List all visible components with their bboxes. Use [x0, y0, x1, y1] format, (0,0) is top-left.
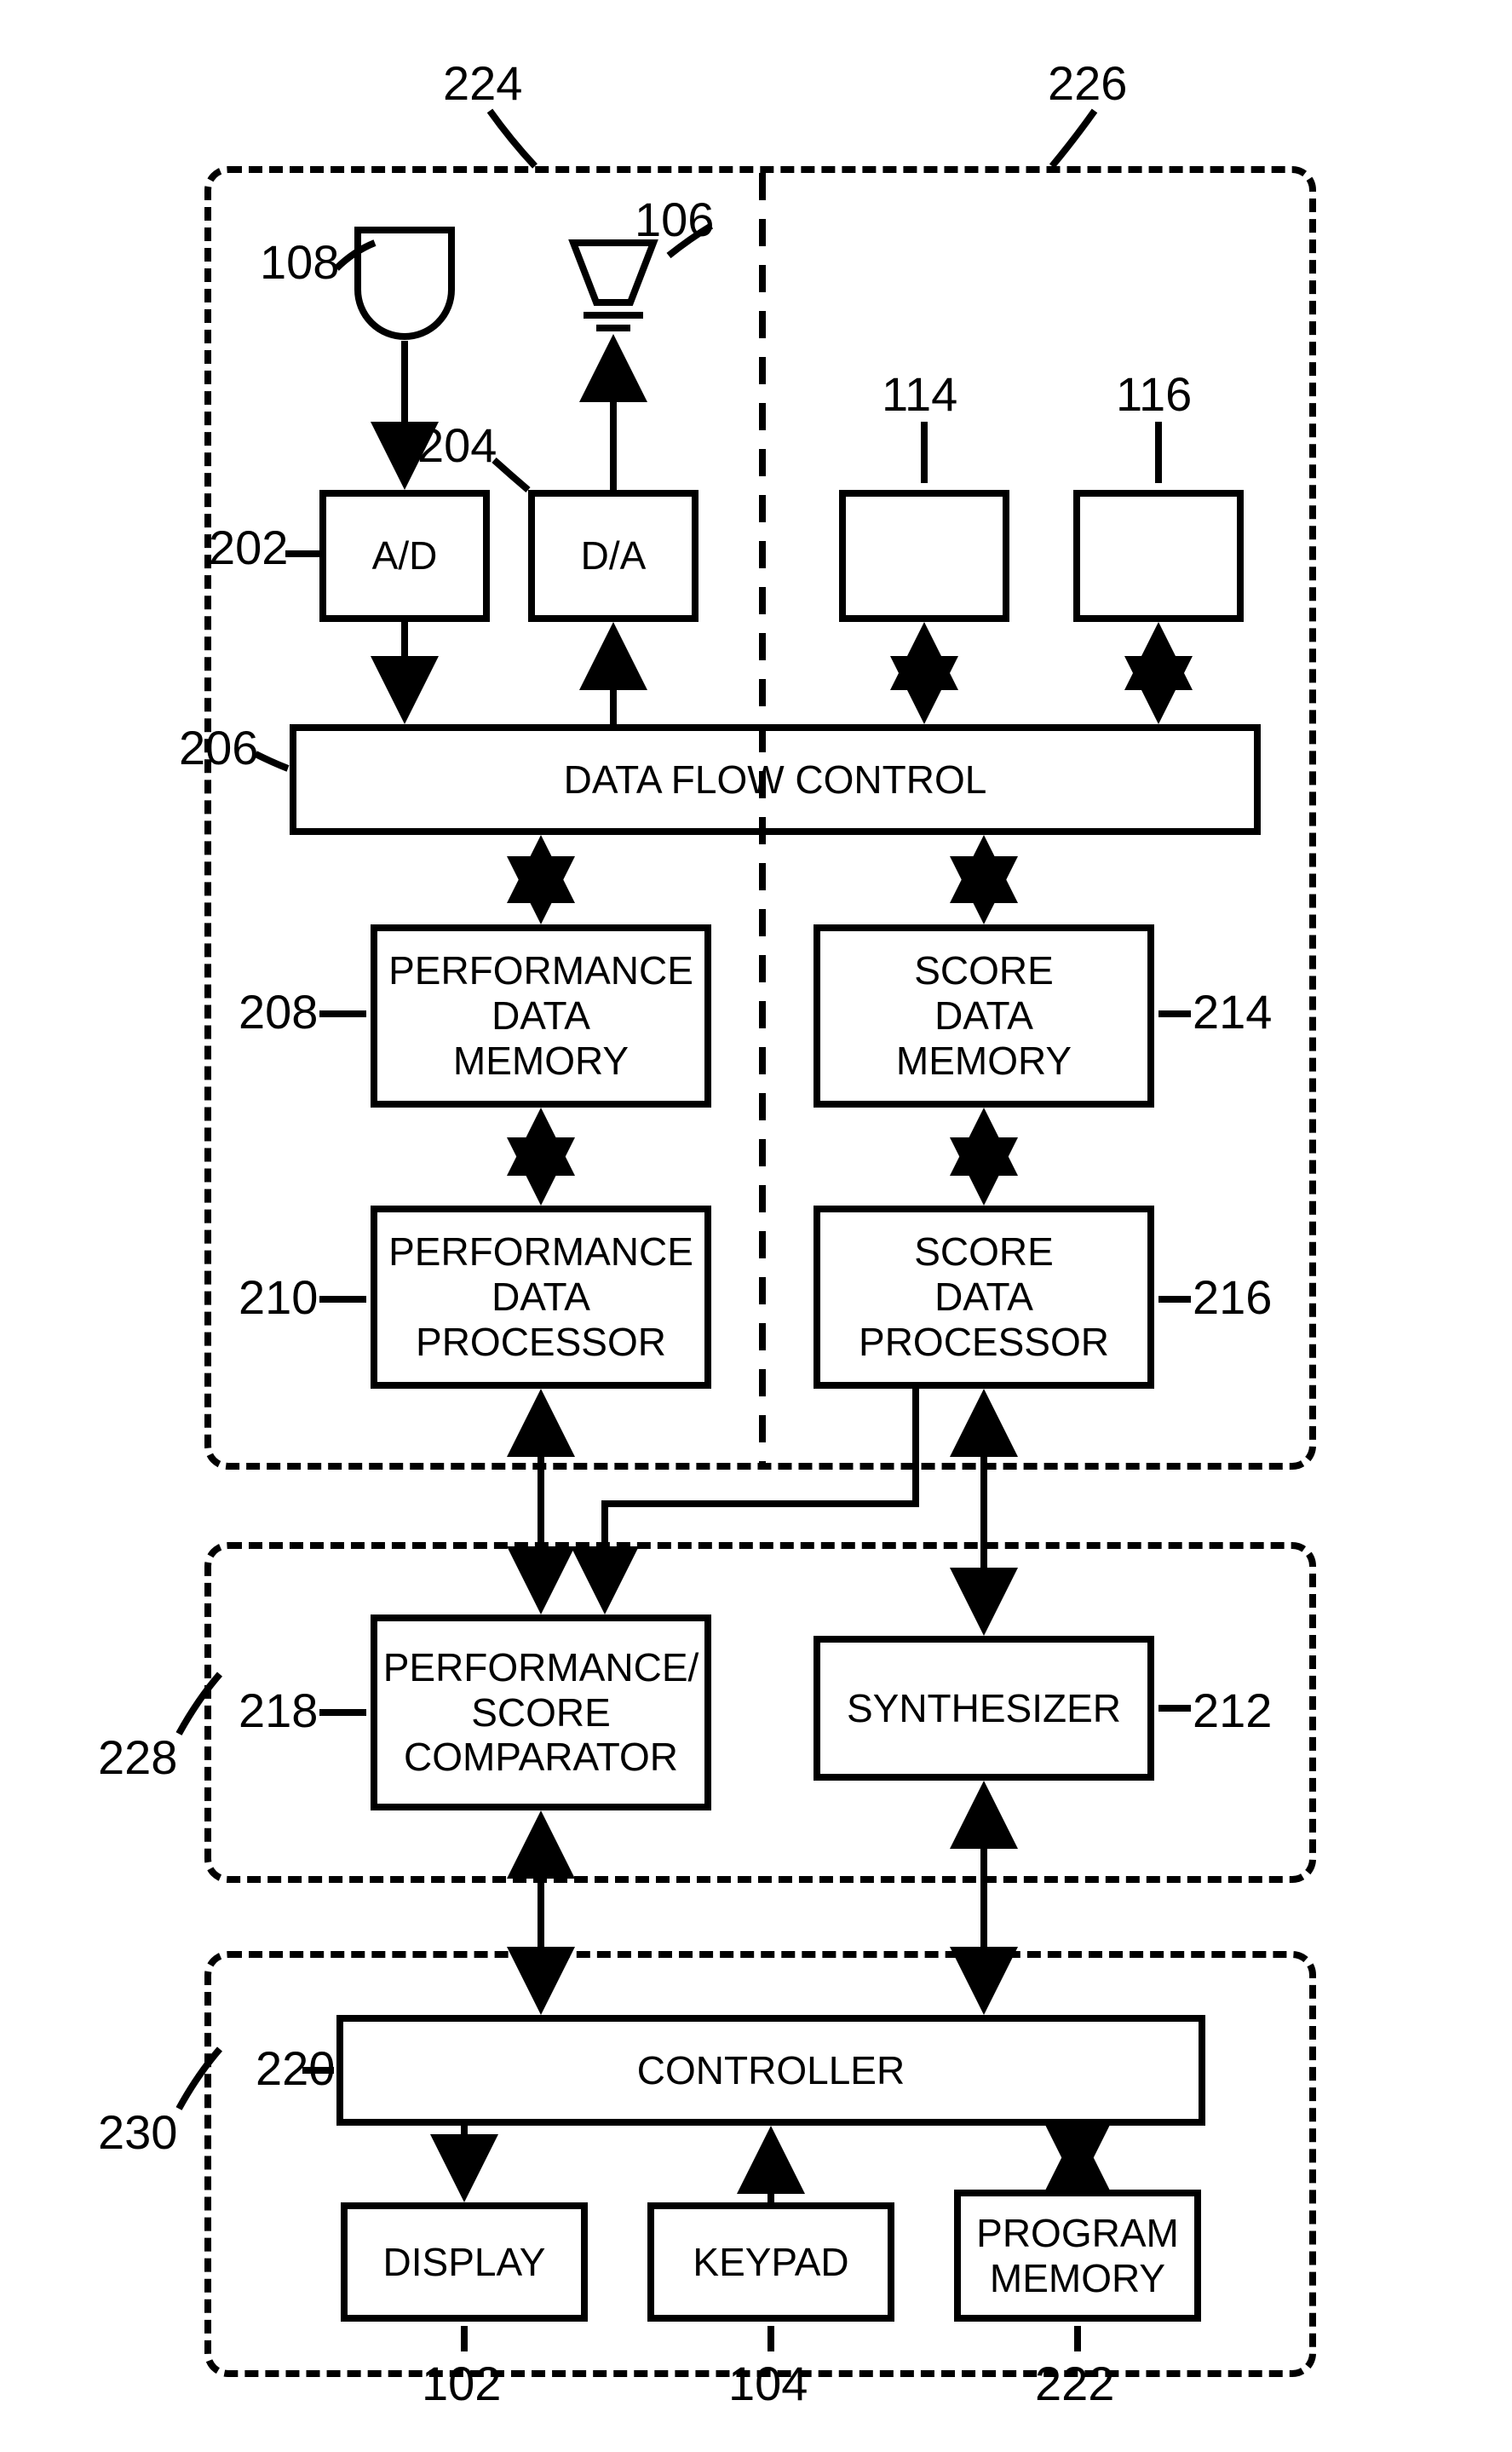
label-226: 226	[1048, 55, 1127, 111]
box-controller: CONTROLLER	[336, 2015, 1205, 2126]
box-display: DISPLAY	[341, 2202, 588, 2322]
box-116	[1073, 490, 1244, 622]
ref-114: 114	[882, 366, 957, 422]
box-psc-label: PERFORMANCE/ SCORE COMPARATOR	[383, 1645, 699, 1781]
box-da-label: D/A	[581, 533, 647, 578]
ref-208: 208	[239, 984, 318, 1039]
label-230: 230	[98, 2104, 177, 2160]
label-224: 224	[443, 55, 522, 111]
box-pmem-label: PROGRAM MEMORY	[976, 2211, 1179, 2301]
ref-104: 104	[728, 2356, 808, 2411]
box-score-data-processor: SCORE DATA PROCESSOR	[813, 1206, 1154, 1389]
box-key-label: KEYPAD	[693, 2240, 848, 2285]
ref-116: 116	[1116, 366, 1192, 422]
ref-210: 210	[239, 1269, 318, 1325]
box-sdm-label: SCORE DATA MEMORY	[896, 948, 1072, 1084]
ref-220: 220	[256, 2040, 335, 2096]
box-program-memory: PROGRAM MEMORY	[954, 2190, 1201, 2322]
ref-204: 204	[417, 417, 497, 473]
box-da: D/A	[528, 490, 699, 622]
box-114	[839, 490, 1009, 622]
ref-218: 218	[239, 1683, 318, 1738]
ref-222: 222	[1035, 2356, 1114, 2411]
ref-202: 202	[209, 520, 288, 575]
box-pdm-label: PERFORMANCE DATA MEMORY	[388, 948, 693, 1084]
box-synthesizer: SYNTHESIZER	[813, 1636, 1154, 1781]
box-ad-label: A/D	[372, 533, 438, 578]
box-syn-label: SYNTHESIZER	[847, 1686, 1121, 1731]
box-performance-score-comparator: PERFORMANCE/ SCORE COMPARATOR	[371, 1615, 711, 1810]
box-keypad: KEYPAD	[647, 2202, 894, 2322]
ref-102: 102	[422, 2356, 501, 2411]
box-performance-data-memory: PERFORMANCE DATA MEMORY	[371, 924, 711, 1108]
label-228: 228	[98, 1730, 177, 1785]
box-score-data-memory: SCORE DATA MEMORY	[813, 924, 1154, 1108]
box-pdp-label: PERFORMANCE DATA PROCESSOR	[388, 1229, 693, 1365]
ref-214: 214	[1193, 984, 1272, 1039]
box-dfc-label: DATA FLOW CONTROL	[564, 757, 987, 803]
box-data-flow-control: DATA FLOW CONTROL	[290, 724, 1261, 835]
box-ad: A/D	[319, 490, 490, 622]
ref-212: 212	[1193, 1683, 1272, 1738]
box-sdp-label: SCORE DATA PROCESSOR	[859, 1229, 1109, 1365]
box-performance-data-processor: PERFORMANCE DATA PROCESSOR	[371, 1206, 711, 1389]
ref-216: 216	[1193, 1269, 1272, 1325]
ref-108: 108	[260, 234, 339, 290]
box-disp-label: DISPLAY	[383, 2240, 546, 2285]
box-ctrl-label: CONTROLLER	[637, 2048, 905, 2093]
ref-206: 206	[179, 720, 258, 775]
ref-106: 106	[635, 192, 714, 247]
